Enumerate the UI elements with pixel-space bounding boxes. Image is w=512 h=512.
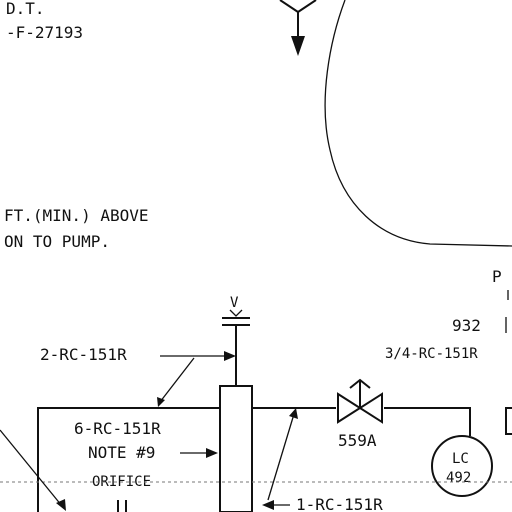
vent-symbol: V bbox=[222, 295, 250, 386]
top-instrument-symbol bbox=[279, 0, 317, 56]
note-line-2: ON TO PUMP. bbox=[4, 232, 110, 251]
top-left-label-1: D.T. bbox=[6, 0, 45, 18]
gate-valve-559a[interactable] bbox=[337, 378, 383, 424]
instrument-number-label: 492 bbox=[446, 470, 471, 486]
line-label-2rc: 2-RC-151R bbox=[40, 345, 127, 364]
right-edge-label-p: P bbox=[492, 267, 502, 286]
top-left-label-2: -F-27193 bbox=[6, 23, 83, 42]
line-label-1rc: 1-RC-151R bbox=[296, 495, 383, 512]
curved-process-line bbox=[324, 0, 512, 247]
line-label-3-4rc: 3/4-RC-151R bbox=[385, 346, 478, 362]
valve-tag-label: 559A bbox=[338, 431, 377, 450]
level-controller-lc-492[interactable]: LC 492 bbox=[431, 435, 493, 497]
note-reference: NOTE #9 bbox=[88, 443, 155, 462]
vent-label: V bbox=[230, 295, 239, 311]
standpipe-vessel bbox=[219, 385, 253, 512]
reference-932: 932 bbox=[452, 316, 481, 335]
instrument-type-label: LC bbox=[452, 451, 469, 467]
note-line-1: FT.(MIN.) ABOVE bbox=[4, 206, 149, 225]
line-label-6rc: 6-RC-151R bbox=[74, 419, 161, 438]
